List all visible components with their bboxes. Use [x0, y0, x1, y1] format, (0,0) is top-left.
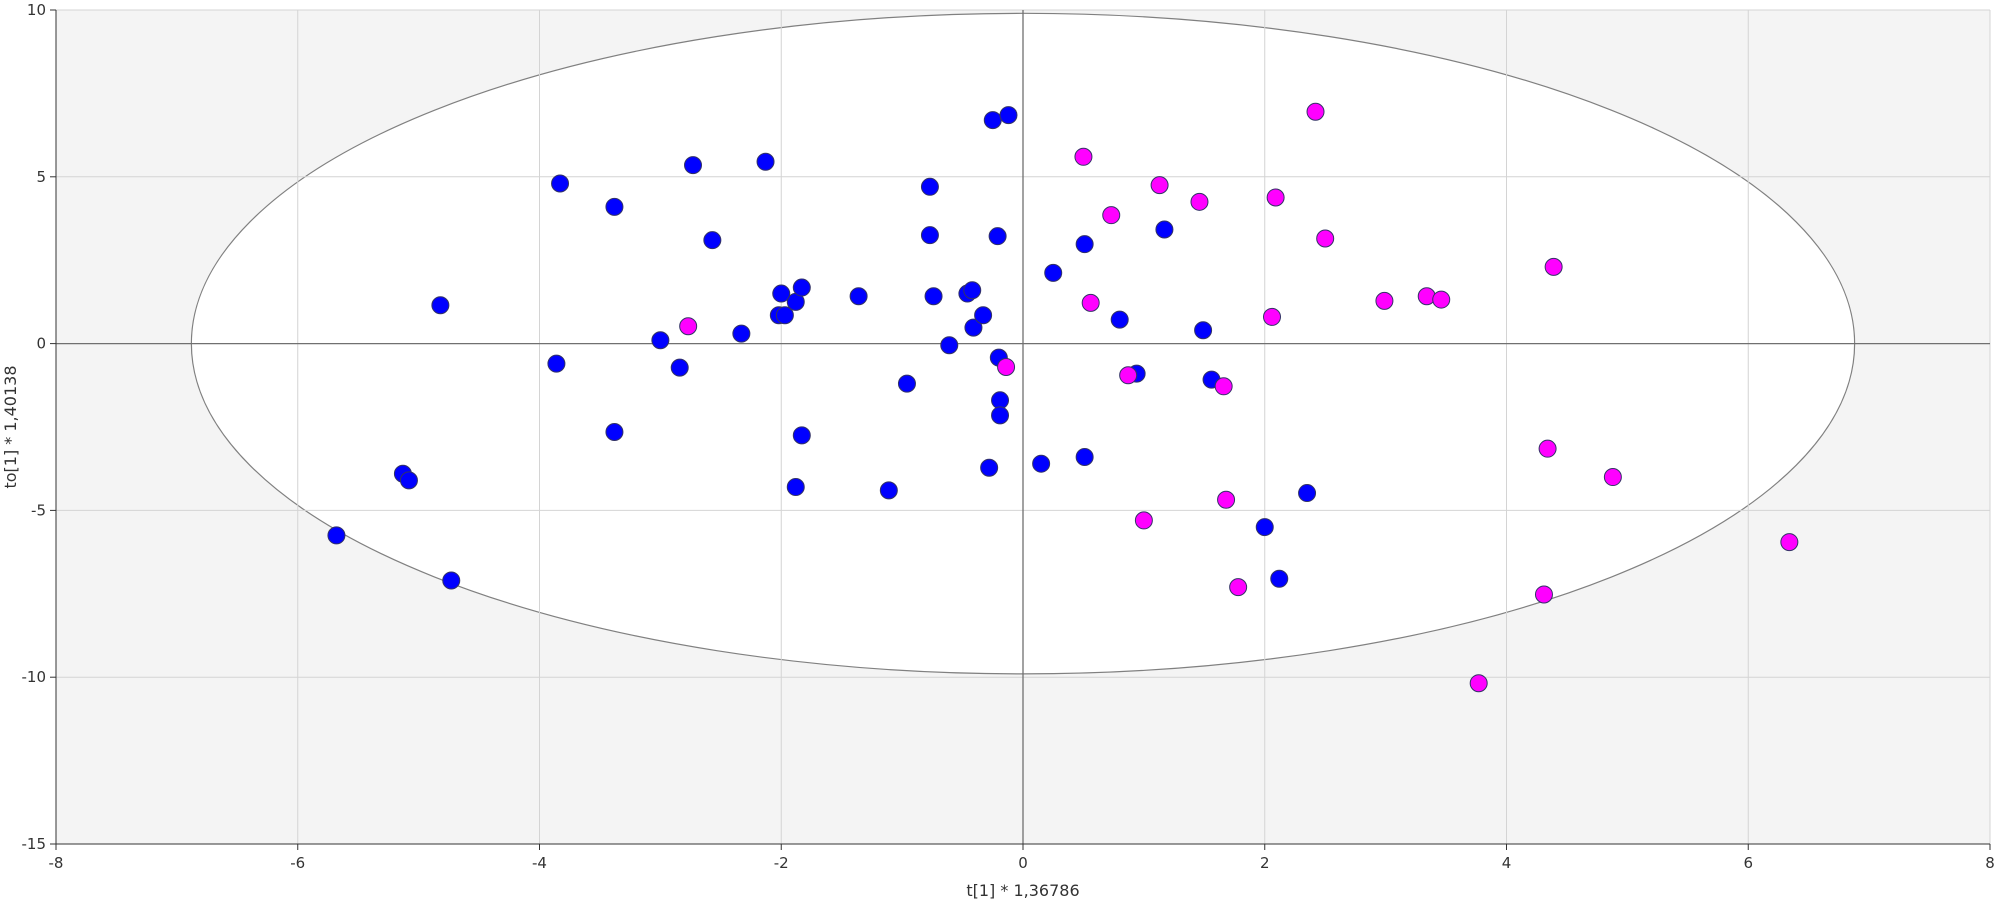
data-point — [1298, 484, 1317, 503]
x-tick-label: 4 — [1502, 854, 1512, 872]
data-point — [786, 478, 805, 497]
data-point — [1102, 206, 1121, 225]
x-tick-label: 0 — [1018, 854, 1028, 872]
data-point — [772, 284, 791, 303]
data-point — [974, 306, 993, 325]
data-point — [1780, 533, 1799, 552]
data-point — [1119, 366, 1138, 385]
data-point — [1266, 188, 1285, 207]
x-tick-label: 6 — [1743, 854, 1753, 872]
data-point — [1432, 290, 1451, 309]
x-tick-label: -4 — [532, 854, 547, 872]
data-point — [1534, 585, 1553, 604]
y-tick-label: -5 — [31, 501, 46, 519]
data-point — [605, 423, 624, 442]
tick-labels: -8 -6 -4 -2 0 2 4 6 8 -15 -10 -5 0 5 10 — [22, 1, 1995, 872]
x-tick-label: -2 — [774, 854, 789, 872]
data-point — [1032, 454, 1051, 473]
data-point — [1263, 307, 1282, 326]
data-point — [1075, 448, 1094, 467]
data-point — [1375, 291, 1394, 310]
data-point — [442, 571, 461, 590]
points-layer — [327, 102, 1799, 693]
data-point — [547, 354, 566, 373]
data-point — [964, 318, 983, 337]
data-point — [999, 106, 1018, 125]
data-point — [1075, 235, 1094, 254]
y-tick-label: 5 — [36, 168, 46, 186]
y-tick-label: -15 — [22, 835, 47, 853]
data-point — [879, 481, 898, 500]
data-point — [1544, 257, 1563, 276]
data-point — [1603, 468, 1622, 487]
data-point — [1150, 176, 1169, 195]
data-point — [849, 287, 868, 306]
axes-layer — [50, 9, 1991, 850]
data-point — [1190, 192, 1209, 211]
data-point — [963, 281, 982, 300]
x-tick-label: -8 — [49, 854, 64, 872]
data-point — [988, 227, 1007, 246]
data-point — [983, 111, 1002, 130]
data-point — [792, 426, 811, 445]
data-point — [679, 317, 698, 336]
data-point — [1217, 490, 1236, 509]
data-point — [920, 177, 939, 196]
zero-lines — [56, 10, 1990, 844]
data-point — [1044, 263, 1063, 282]
data-point — [940, 336, 959, 355]
x-tick-label: 8 — [1985, 854, 1995, 872]
data-point — [399, 471, 418, 490]
data-point — [1155, 220, 1174, 239]
y-tick-label: -10 — [22, 668, 47, 686]
data-point — [1074, 147, 1093, 166]
data-point — [651, 331, 670, 350]
y-axis-label: to[1] * 1,40138 — [1, 365, 20, 488]
y-tick-label: 0 — [36, 335, 46, 353]
data-point — [897, 374, 916, 393]
data-point — [670, 358, 689, 377]
data-point — [684, 156, 703, 175]
data-point — [991, 406, 1010, 425]
data-point — [605, 197, 624, 216]
y-tick-label: 10 — [27, 1, 46, 19]
data-point — [327, 526, 346, 545]
x-tick-label: -6 — [290, 854, 305, 872]
data-point — [1194, 321, 1213, 340]
data-point — [732, 324, 751, 343]
data-point — [1110, 310, 1129, 329]
data-point — [775, 306, 794, 325]
data-point — [703, 231, 722, 250]
data-point — [1134, 511, 1153, 530]
data-point — [1538, 439, 1557, 458]
data-point — [792, 278, 811, 297]
data-point — [924, 287, 943, 306]
data-point — [1306, 102, 1325, 121]
x-tick-label: 2 — [1260, 854, 1270, 872]
data-point — [920, 226, 939, 245]
data-point — [1270, 569, 1289, 588]
x-axis-label: t[1] * 1,36786 — [966, 881, 1079, 900]
data-point — [980, 458, 999, 477]
data-point — [1214, 377, 1233, 396]
data-point — [431, 296, 450, 315]
data-point — [1469, 674, 1488, 693]
data-point — [756, 152, 775, 171]
data-point — [1316, 229, 1335, 248]
data-point — [1229, 578, 1248, 597]
data-point — [1255, 518, 1274, 537]
data-point — [991, 391, 1010, 410]
data-point — [1081, 293, 1100, 312]
data-point — [997, 357, 1016, 376]
data-point — [551, 174, 570, 193]
